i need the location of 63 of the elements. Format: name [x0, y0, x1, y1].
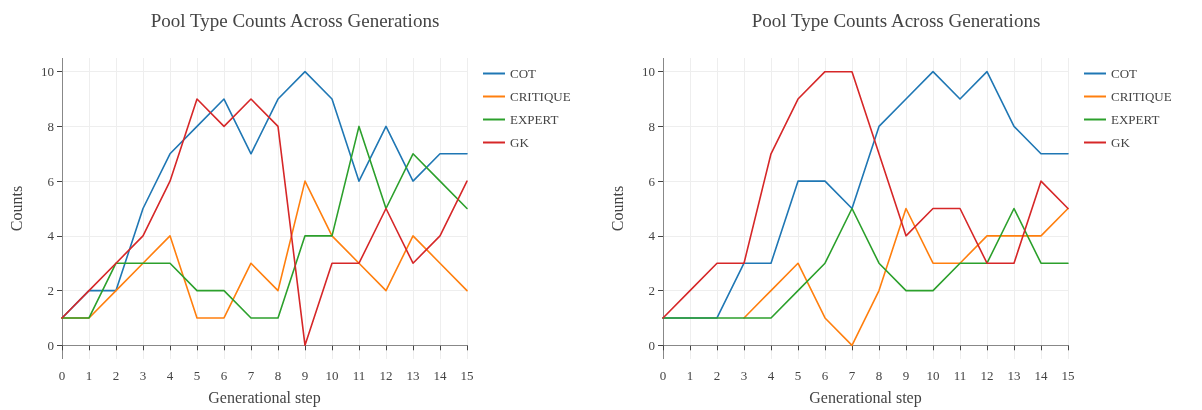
y-tick-label: 2 [47, 283, 54, 299]
y-axis-title: Counts [608, 185, 626, 232]
y-tick-label: 2 [648, 283, 655, 299]
x-tick-label: 7 [247, 368, 255, 383]
chart-title: Pool Type Counts Across Generations [150, 10, 440, 31]
y-tick-label: 10 [41, 64, 54, 80]
y-tick-label: 10 [642, 64, 655, 80]
y-tick-label: 4 [47, 228, 55, 244]
y-tick-label: 0 [648, 337, 655, 353]
legend-label: GK [510, 135, 530, 150]
x-tick-label: 4 [767, 368, 775, 383]
x-tick-label: 12 [980, 368, 994, 383]
line-series [662, 70, 1069, 319]
x-tick-label: 6 [220, 368, 228, 383]
x-tick-label: 1 [85, 368, 93, 383]
x-tick-label: 3 [139, 368, 147, 383]
x-tick-label: 2 [713, 368, 721, 383]
x-tick-label: 13 [406, 368, 420, 383]
x-tick-label: 5 [794, 368, 802, 383]
y-tick-label: 8 [47, 118, 54, 134]
line-series [61, 98, 468, 347]
legend-label: EXPERT [1111, 112, 1160, 127]
x-tick-label: 11 [953, 368, 967, 383]
x-tick-label: 8 [274, 368, 282, 383]
x-tick-label: 15 [460, 368, 474, 383]
x-tick-label: 8 [875, 368, 883, 383]
x-tick-label: 0 [659, 368, 667, 383]
x-tick-label: 10 [325, 368, 339, 383]
x-tick-label: 13 [1007, 368, 1021, 383]
x-tick-label: 4 [166, 368, 174, 383]
legend-label: CRITIQUE [510, 89, 571, 104]
x-tick-label: 9 [301, 368, 309, 383]
x-tick-label: 12 [379, 368, 393, 383]
legend-label: COT [1111, 66, 1138, 81]
x-tick-label: 0 [58, 368, 66, 383]
x-axis-title: Generational step [809, 388, 922, 407]
line-series [61, 125, 468, 319]
x-tick-label: 1 [686, 368, 694, 383]
y-tick-label: 8 [648, 118, 655, 134]
y-tick-label: 0 [47, 337, 54, 353]
y-tick-label: 4 [648, 228, 656, 244]
x-tick-label: 5 [193, 368, 201, 383]
x-tick-label: 14 [433, 368, 447, 383]
legend-label: CRITIQUE [1111, 89, 1172, 104]
y-tick-label: 6 [47, 173, 55, 189]
chart-title: Pool Type Counts Across Generations [751, 10, 1041, 31]
x-tick-label: 10 [926, 368, 940, 383]
x-tick-label: 15 [1061, 368, 1075, 383]
x-tick-label: 11 [352, 368, 366, 383]
y-tick-label: 6 [648, 173, 656, 189]
line-series [662, 207, 1069, 319]
x-tick-label: 6 [821, 368, 829, 383]
x-tick-label: 9 [902, 368, 910, 383]
x-tick-label: 14 [1034, 368, 1048, 383]
x-axis-title: Generational step [208, 388, 321, 407]
y-axis-title: Counts [7, 185, 25, 232]
x-tick-label: 7 [848, 368, 856, 383]
legend-label: COT [510, 66, 537, 81]
x-tick-label: 2 [112, 368, 120, 383]
legend-label: GK [1111, 135, 1131, 150]
legend-label: EXPERT [510, 112, 559, 127]
x-tick-label: 3 [740, 368, 748, 383]
line-series [743, 207, 1069, 347]
